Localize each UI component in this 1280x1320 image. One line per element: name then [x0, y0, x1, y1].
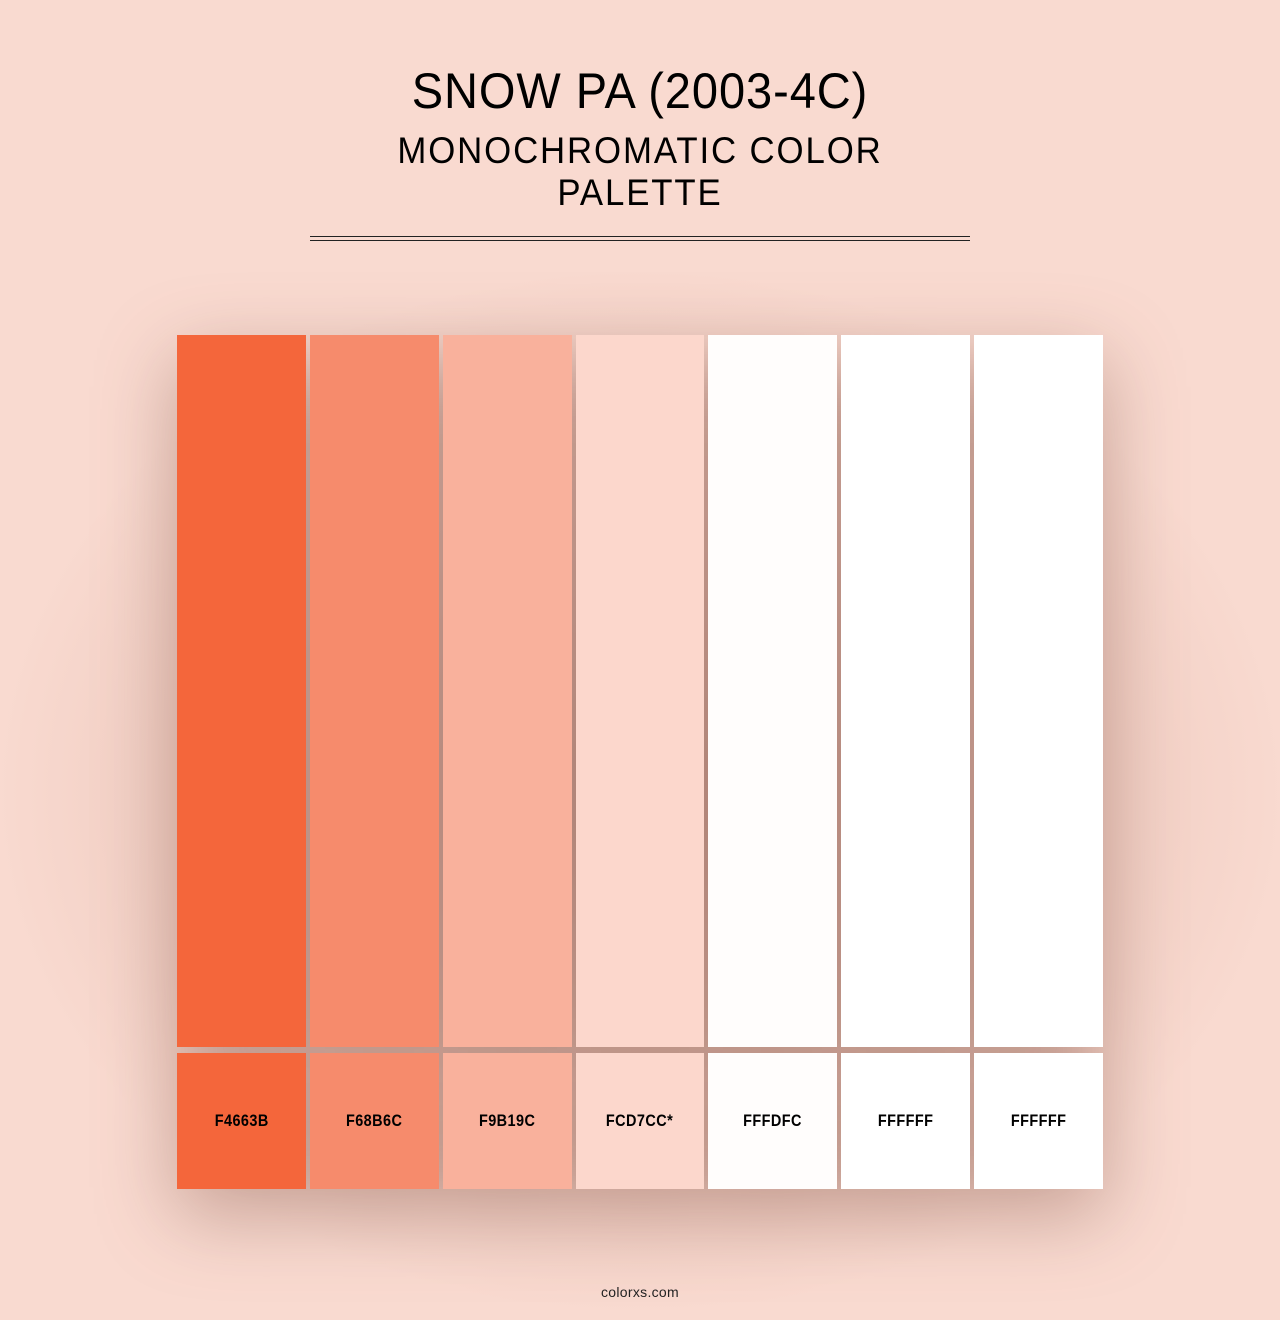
- swatch-top: [841, 335, 970, 1047]
- swatch-top: [310, 335, 439, 1047]
- swatch-hex-label: FFFFFF: [1011, 1111, 1067, 1131]
- swatch-top: [443, 335, 572, 1047]
- swatch-bottom: F4663B: [177, 1053, 306, 1189]
- swatch-hex-label: F68B6C: [346, 1111, 402, 1131]
- swatch-hex-label: FFFDFC: [743, 1111, 802, 1131]
- swatch-col: F68B6C: [310, 335, 439, 1189]
- swatch-hex-label: F9B19C: [479, 1111, 535, 1131]
- swatch-bottom: F68B6C: [310, 1053, 439, 1189]
- swatch-col: FCD7CC*: [576, 335, 705, 1189]
- swatch-col: FFFDFC: [708, 335, 837, 1189]
- swatch-col: FFFFFF: [974, 335, 1103, 1189]
- swatch-bottom: FFFFFF: [841, 1053, 970, 1189]
- swatch-top: [708, 335, 837, 1047]
- swatch-col: FFFFFF: [841, 335, 970, 1189]
- swatch-col: F9B19C: [443, 335, 572, 1189]
- swatch-bottom: FCD7CC*: [576, 1053, 705, 1189]
- palette: F4663B F68B6C F9B19C FCD7CC* FFFDFC: [177, 335, 1103, 1189]
- page: SNOW PA (2003-4C) MONOCHROMATIC COLOR PA…: [0, 0, 1280, 1320]
- page-title: SNOW PA (2003-4C): [330, 62, 950, 120]
- swatch-hex-label: F4663B: [214, 1111, 268, 1131]
- swatch-top: [177, 335, 306, 1047]
- swatch-hex-label: FFFFFF: [878, 1111, 934, 1131]
- swatch-top: [576, 335, 705, 1047]
- swatch-bottom: FFFDFC: [708, 1053, 837, 1189]
- swatch-bottom: F9B19C: [443, 1053, 572, 1189]
- page-subtitle: MONOCHROMATIC COLOR PALETTE: [330, 130, 950, 214]
- swatch-top: [974, 335, 1103, 1047]
- swatch-col: F4663B: [177, 335, 306, 1189]
- footer-credit: colorxs.com: [0, 1284, 1280, 1300]
- swatch-bottom: FFFFFF: [974, 1053, 1103, 1189]
- swatch-hex-label: FCD7CC*: [606, 1111, 673, 1131]
